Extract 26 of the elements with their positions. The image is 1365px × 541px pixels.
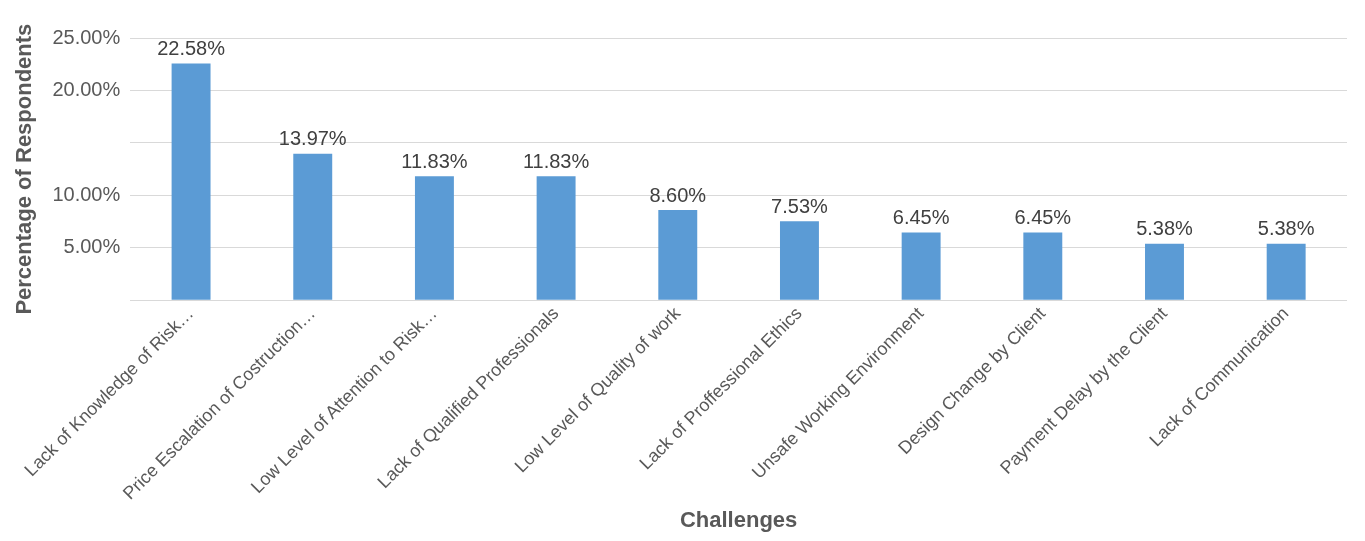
data-label: 6.45% — [1014, 206, 1072, 229]
bar — [1023, 232, 1063, 300]
bar — [901, 232, 941, 300]
bar — [293, 153, 333, 300]
data-label: 5.38% — [1136, 217, 1194, 240]
y-tick-label: 5.00% — [63, 235, 121, 258]
bar — [1145, 243, 1184, 300]
data-label: 11.83% — [401, 149, 468, 172]
data-label: 8.60% — [649, 183, 707, 206]
data-label: 22.58% — [157, 36, 226, 59]
bar — [658, 210, 698, 300]
bar — [779, 221, 819, 300]
y-axis-title: Percentage of Respondents — [11, 23, 37, 315]
data-label: 5.38% — [1257, 217, 1315, 240]
bar — [414, 176, 454, 300]
bar — [171, 63, 211, 300]
x-axis-title: Challenges — [679, 506, 798, 532]
data-label: 11.83% — [522, 149, 590, 172]
y-tick-label: 20.00% — [52, 77, 121, 100]
bar — [536, 176, 576, 300]
bar — [1266, 243, 1306, 300]
y-tick-label: 10.00% — [52, 182, 121, 205]
data-label: 7.53% — [771, 194, 829, 217]
y-tick-label: 25.00% — [52, 25, 121, 48]
data-label: 6.45% — [892, 206, 950, 229]
data-label: 13.97% — [278, 127, 347, 150]
